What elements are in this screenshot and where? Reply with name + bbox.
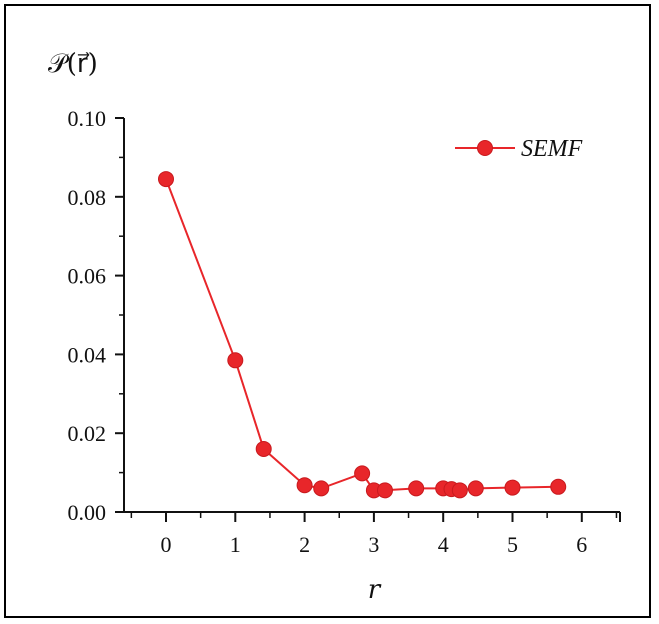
y-tick-label: 0.06 [68,264,107,289]
x-tick-label: 2 [299,532,310,557]
series-layer [158,171,567,499]
data-point [158,171,174,188]
x-axis-title: r [368,575,382,605]
figure-frame [4,4,651,618]
series-line [165,178,559,492]
x-tick-label: 5 [507,532,518,557]
x-tick-label: 6 [576,532,587,557]
data-point [227,352,244,369]
data-point [408,480,425,497]
axes: 0.00 0.02 0.04 0.06 0.08 0.10 0 1 2 3 4 5 6 [68,106,621,557]
data-point [451,482,468,499]
y-tick-label: 0.02 [68,421,107,446]
data-point [296,477,313,494]
x-tick-label: 4 [438,532,449,557]
legend-marker [477,140,493,156]
y-axis-title: 𝒫(r⃗) [48,49,98,79]
data-point [313,480,330,497]
y-tick-label: 0.08 [68,185,107,210]
y-tick-label: 0.00 [68,500,107,525]
data-point [550,478,567,495]
data-point [467,480,484,497]
y-tick-label: 0.10 [68,106,107,131]
y-tick-label: 0.04 [68,342,107,367]
legend-label: SEMF [521,136,583,162]
x-tick-label: 3 [368,532,379,557]
x-tick-label: 1 [230,532,241,557]
data-point [255,440,272,457]
legend: SEMF [455,136,583,162]
data-point [504,479,521,496]
data-point [376,482,393,499]
data-point [354,465,371,482]
x-tick-label: 0 [161,532,172,557]
